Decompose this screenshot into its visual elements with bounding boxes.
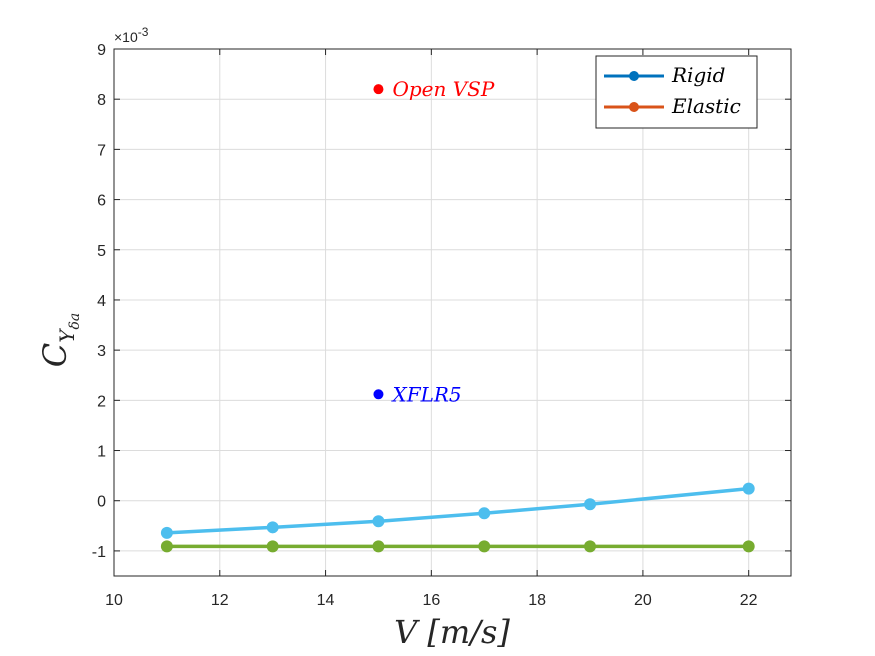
data-point-elastic xyxy=(584,540,597,553)
x-tick-label: 18 xyxy=(528,592,546,609)
x-tick-label: 10 xyxy=(105,592,123,609)
y-tick-label: 9 xyxy=(97,42,106,59)
x-tick-label: 22 xyxy=(740,592,758,609)
legend-label-elastic: Elastic xyxy=(671,94,741,118)
y-tick-label: 1 xyxy=(97,444,106,461)
y-axis-title: CYδa xyxy=(36,313,83,367)
y-tick-label: 4 xyxy=(97,293,106,310)
x-tick-label: 20 xyxy=(634,592,652,609)
y-exponent-label: ×10-3 xyxy=(114,25,149,45)
annotation-label: XFLR5 xyxy=(390,382,461,406)
x-axis-title: V [m/s] xyxy=(394,613,510,651)
data-point-rigid xyxy=(266,521,279,534)
y-tick-label: 7 xyxy=(97,142,106,159)
legend-entry-rigid: Rigid xyxy=(604,63,725,87)
data-point-elastic xyxy=(742,540,755,553)
y-exponent-power: -3 xyxy=(138,25,149,39)
x-tick-label: 14 xyxy=(317,592,335,609)
data-point-rigid xyxy=(584,498,597,511)
annotation-label: Open VSP xyxy=(392,77,494,101)
x-tick-label: 16 xyxy=(422,592,440,609)
y-axis-title-main: C xyxy=(36,343,74,367)
y-axis-title-subsub: δa xyxy=(67,313,83,330)
x-tick-label: 12 xyxy=(211,592,229,609)
legend: Rigid Elastic xyxy=(595,55,758,129)
y-tick-label: 0 xyxy=(97,494,106,511)
data-point-elastic xyxy=(478,540,491,553)
annotation-point xyxy=(373,389,384,400)
y-axis-title-sub: Y xyxy=(55,328,79,343)
data-point-elastic xyxy=(372,540,385,553)
y-tick-label: 2 xyxy=(97,393,106,410)
y-tick-label: 8 xyxy=(97,92,106,109)
data-point-rigid xyxy=(160,526,173,539)
legend-entry-elastic: Elastic xyxy=(604,94,741,118)
data-point-elastic xyxy=(266,540,279,553)
legend-marker-elastic xyxy=(629,102,639,112)
annotation-point xyxy=(373,84,384,95)
svg-text:CYδa: CYδa xyxy=(36,313,83,367)
plot-frame xyxy=(113,48,792,577)
axis-ticks xyxy=(113,48,791,576)
legend-label-rigid: Rigid xyxy=(671,63,725,87)
data-point-rigid xyxy=(742,482,755,495)
y-exponent-base: ×10 xyxy=(114,29,138,45)
y-tick-label: 5 xyxy=(97,243,106,260)
y-tick-label: 3 xyxy=(97,343,106,360)
legend-marker-rigid xyxy=(629,71,639,81)
plot-area xyxy=(114,49,791,576)
annotation-layer: Open VSP XFLR5 xyxy=(373,77,495,406)
series-line-rigid xyxy=(166,486,749,535)
data-point-elastic xyxy=(160,540,173,553)
data-point-rigid xyxy=(478,507,491,520)
series-layer xyxy=(160,482,755,553)
data-point-rigid xyxy=(372,515,385,528)
legend-box xyxy=(595,55,758,129)
y-tick-label: -1 xyxy=(92,544,106,561)
y-tick-label: 6 xyxy=(97,193,106,210)
